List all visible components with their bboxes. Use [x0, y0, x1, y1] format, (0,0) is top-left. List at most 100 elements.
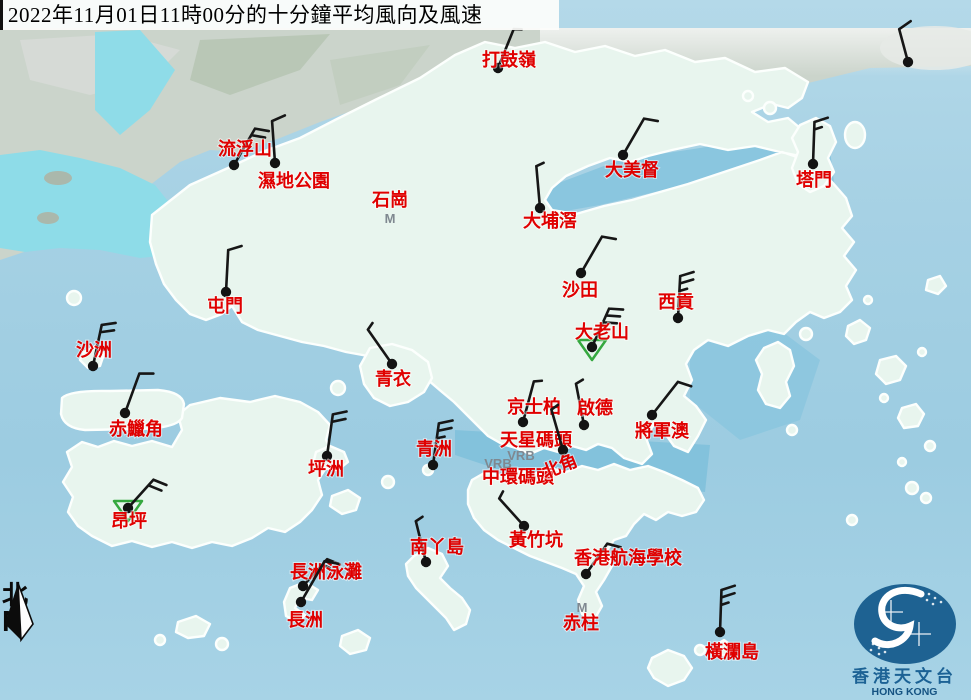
station-dot [575, 267, 587, 279]
island-tsing-yi [358, 342, 434, 408]
north-arrow-icon [5, 582, 34, 643]
station-label: 長洲泳灘 [290, 561, 362, 582]
station-note: M [577, 600, 588, 615]
island-hei-ling-chau [328, 488, 362, 516]
north-compass: 北 N [2, 582, 42, 643]
station-dot [714, 626, 726, 638]
station-label: 香港航海學校 [573, 547, 683, 568]
station-peng-chau: 坪洲 [307, 410, 348, 480]
station-label: 石崗 [371, 189, 408, 210]
wind-barb-icon [584, 542, 623, 576]
station-label: 黃竹坑 [508, 529, 563, 550]
gust-triangle-icon [112, 499, 144, 523]
station-label: 沙田 [562, 280, 598, 300]
wind-barb-icon [126, 478, 168, 510]
station-dot [672, 312, 684, 324]
station-label: 赤柱 [563, 612, 599, 633]
station-label: 濕地公園 [258, 170, 330, 191]
station-dot [807, 158, 819, 170]
station-kings-park: 京士柏 [506, 379, 562, 428]
stations-layer: 打鼓嶺流浮山濕地公園石崗M 大埔滘大美督 塔門屯門沙洲赤鱲角昂坪青衣坪洲青洲京士柏啟… [75, 19, 914, 663]
wind-barb-icon [811, 116, 830, 166]
wind-barb-icon [123, 372, 155, 415]
station-dot [295, 596, 307, 608]
station-station-ne-unlabelled [897, 19, 914, 68]
wind-barb-icon [270, 114, 287, 165]
station-dot [220, 286, 232, 298]
wind-barb-icon [574, 378, 586, 427]
station-chek-lap-kok: 赤鱲角 [108, 372, 164, 440]
station-label: 京士柏 [507, 396, 561, 417]
wind-barb-icon [232, 127, 271, 167]
station-label: 南丫島 [410, 536, 464, 557]
wind-barb-icon [718, 584, 737, 634]
station-label: 大埔滘 [523, 210, 577, 231]
station-label: 橫瀾島 [705, 641, 759, 662]
station-lau-fau-shan: 流浮山 [217, 127, 273, 171]
station-tuen-mun: 屯門 [206, 244, 244, 317]
land-hk-island [466, 462, 706, 622]
station-label: 坪洲 [308, 459, 344, 479]
station-kai-tak: 啟德 [574, 378, 614, 431]
station-sha-tin: 沙田 [561, 235, 618, 301]
station-label: 青衣 [375, 368, 411, 389]
station-dot [321, 450, 333, 462]
station-wetland-park: 濕地公園 [257, 114, 331, 192]
island-shek-kwu-chau [338, 628, 372, 656]
station-waglan-island: 橫瀾島 [704, 584, 760, 663]
station-tap-mun: 塔門 [795, 116, 833, 191]
station-dot [557, 444, 569, 456]
station-wong-chuk-hang: 黃竹坑 [497, 490, 564, 551]
station-ta-kwu-ling: 打鼓嶺 [481, 27, 537, 74]
station-label: 西貢 [658, 292, 694, 312]
station-ngong-ping: 昂坪 [110, 478, 168, 532]
wind-barb-icon [299, 559, 340, 604]
wind-barb-icon [590, 307, 625, 349]
station-dot [420, 556, 432, 568]
station-lamma-island: 南丫島 [409, 515, 465, 568]
station-dot [492, 62, 504, 74]
station-label: 塔門 [796, 169, 832, 190]
wind-barb-icon [676, 270, 695, 320]
station-label: 流浮山 [218, 138, 272, 159]
station-label: 大美督 [605, 159, 659, 180]
station-label: 沙洲 [76, 340, 112, 360]
station-note: M [385, 211, 396, 226]
island-kau-sai-chau [754, 340, 796, 410]
wind-barb-icon [224, 244, 243, 294]
station-cheung-chau: 長洲 [286, 559, 340, 631]
station-dot [518, 520, 530, 532]
wind-barb-icon [366, 321, 394, 366]
station-tseung-kwan-o: 將軍澳 [634, 380, 693, 442]
station-tsing-yi: 青衣 [366, 321, 412, 390]
island-lamma [404, 546, 472, 632]
land-new-territories [148, 40, 858, 466]
station-stanley: 赤柱M [562, 600, 600, 634]
station-note: VRB [484, 456, 511, 471]
station-dot [617, 149, 629, 161]
station-dot [386, 358, 398, 370]
station-green-island: 青洲 [415, 419, 454, 471]
station-label: 將軍澳 [635, 420, 690, 441]
hko-logo[interactable]: 香港天文台 HONG KONG OBSERVATORY [838, 582, 971, 700]
map-title-bar: 2022年11月01日11時00分的十分鐘平均風向及風速 [0, 0, 559, 30]
wind-barb-icon [535, 161, 545, 210]
station-dot [297, 580, 309, 592]
station-sai-kung: 西貢 [657, 270, 695, 324]
hko-logo-icon [853, 584, 956, 664]
station-dot [580, 568, 592, 580]
wind-barb-icon [414, 515, 428, 564]
hko-name-zh: 香港天文台 [852, 667, 957, 686]
hko-name-en: HONG KONG OBSERVATORY [865, 686, 944, 700]
wind-barb-icon [897, 19, 912, 64]
island-waglan [712, 638, 734, 658]
station-dot [534, 202, 546, 214]
station-tai-po-kau: 大埔滘 [522, 161, 578, 232]
station-hk-sea-school: 香港航海學校 [572, 542, 684, 580]
gust-triangle-icon [576, 338, 608, 362]
station-dot [119, 407, 131, 419]
map-title: 2022年11月01日11時00分的十分鐘平均風向及風速 [8, 3, 483, 27]
wind-barb-icon [431, 419, 454, 467]
